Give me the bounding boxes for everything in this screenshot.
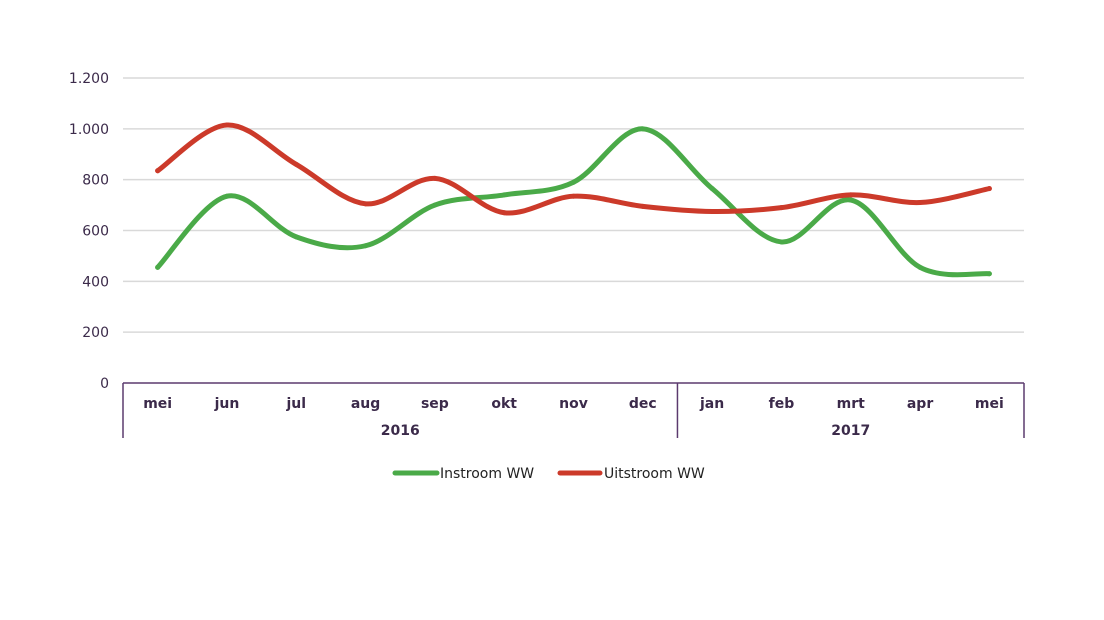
x-tick-label: feb bbox=[769, 396, 795, 412]
data-point-instroom-ww bbox=[293, 234, 299, 240]
data-point-uitstroom-ww bbox=[363, 201, 369, 207]
legend-label-instroom-ww: Instroom WW bbox=[440, 466, 534, 482]
x-tick-label: jul bbox=[285, 396, 306, 412]
data-point-instroom-ww bbox=[155, 264, 161, 270]
data-point-uitstroom-ww bbox=[293, 161, 299, 167]
data-point-instroom-ww bbox=[640, 126, 646, 132]
series-lines bbox=[155, 122, 992, 278]
data-point-uitstroom-ww bbox=[571, 193, 576, 199]
data-point-uitstroom-ww bbox=[848, 192, 854, 198]
y-tick-label: 0 bbox=[100, 376, 109, 392]
data-point-uitstroom-ww bbox=[986, 186, 992, 192]
x-group-label: 2017 bbox=[831, 423, 870, 439]
x-group-label: 2016 bbox=[381, 423, 420, 439]
y-tick-label: 1.200 bbox=[69, 71, 109, 87]
y-tick-label: 200 bbox=[82, 325, 109, 341]
x-axis: mei jun jul aug sep okt nov dec jan feb mrt apr mei 2… bbox=[122, 382, 1025, 439]
x-tick-label: okt bbox=[491, 396, 517, 412]
data-point-uitstroom-ww bbox=[640, 203, 646, 209]
data-point-uitstroom-ww bbox=[432, 175, 438, 181]
data-point-instroom-ww bbox=[432, 202, 438, 208]
x-tick-label: mei bbox=[143, 396, 172, 412]
x-tick-label: mrt bbox=[837, 396, 865, 412]
y-tick-label: 1.000 bbox=[69, 122, 109, 138]
series-line-instroom-ww bbox=[155, 126, 992, 278]
y-tick-label: 400 bbox=[82, 274, 109, 290]
x-tick-label: nov bbox=[559, 396, 588, 412]
y-tick-label: 600 bbox=[82, 224, 109, 240]
data-point-instroom-ww bbox=[501, 192, 507, 198]
data-point-instroom-ww bbox=[363, 243, 369, 249]
data-point-instroom-ww bbox=[917, 264, 923, 270]
legend-label-uitstroom-ww: Uitstroom WW bbox=[604, 466, 705, 482]
x-tick-label: aug bbox=[351, 396, 380, 412]
legend: Instroom WW Uitstroom WW bbox=[392, 466, 705, 482]
data-point-instroom-ww bbox=[709, 186, 715, 192]
x-tick-label: jun bbox=[214, 396, 240, 412]
x-tick-label: jan bbox=[699, 396, 724, 412]
data-point-uitstroom-ww bbox=[224, 122, 230, 128]
x-tick-label: sep bbox=[421, 396, 449, 412]
data-point-instroom-ww bbox=[224, 193, 230, 199]
x-tick-label: mei bbox=[975, 396, 1004, 412]
x-tick-label: dec bbox=[629, 396, 657, 412]
data-point-instroom-ww bbox=[848, 197, 854, 203]
data-point-uitstroom-ww bbox=[501, 210, 507, 216]
x-tick-label: apr bbox=[907, 396, 933, 412]
data-point-instroom-ww bbox=[986, 271, 992, 277]
data-point-uitstroom-ww bbox=[709, 208, 715, 214]
data-point-uitstroom-ww bbox=[778, 205, 784, 211]
data-point-instroom-ww bbox=[571, 179, 576, 185]
series-line-uitstroom-ww bbox=[155, 122, 992, 216]
data-point-uitstroom-ww bbox=[155, 168, 161, 174]
y-tick-label: 800 bbox=[82, 173, 109, 189]
data-point-uitstroom-ww bbox=[917, 200, 923, 206]
gridlines bbox=[123, 77, 1024, 333]
y-axis: 0 200 400 600 800 1.000 1.200 bbox=[69, 71, 109, 392]
data-point-instroom-ww bbox=[778, 239, 784, 245]
